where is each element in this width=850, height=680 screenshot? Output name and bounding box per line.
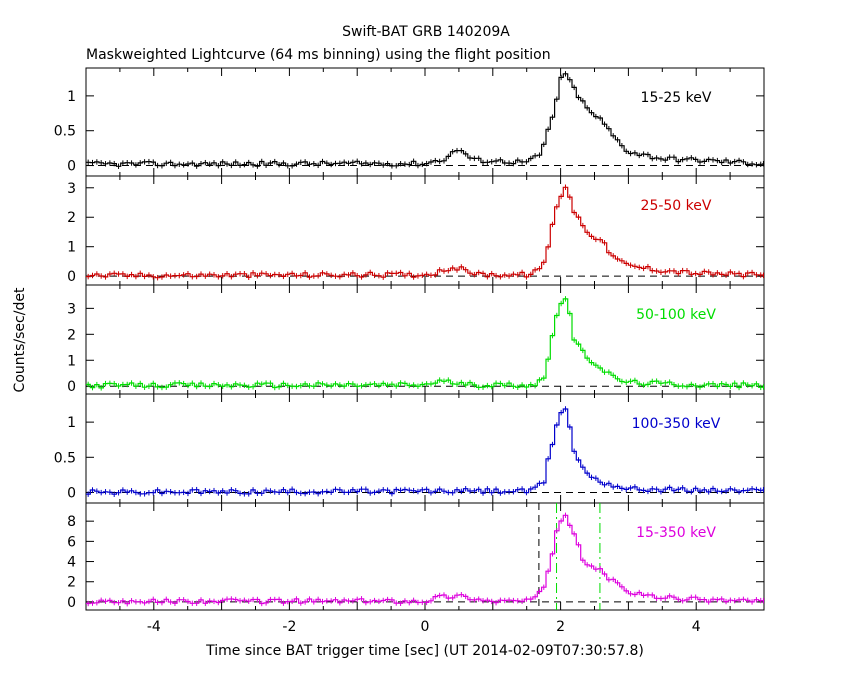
x-tick-label: -4: [147, 619, 161, 635]
y-tick-label: 0: [67, 379, 76, 395]
panel-frame: [85, 502, 765, 611]
y-tick-label: 3: [67, 181, 76, 197]
x-axis-label: Time since BAT trigger time [sec] (UT 20…: [205, 643, 644, 659]
x-tick-label: 2: [556, 619, 565, 635]
y-tick-label: 2: [67, 327, 76, 343]
band-label: 15-350 keV: [636, 525, 716, 541]
x-tick-label: 4: [692, 619, 701, 635]
panel-4: 0 2 4 6 8 15-350 keV: [67, 502, 765, 611]
y-tick-label: 2: [67, 575, 76, 591]
panel-3: 0 0.5 1 100-350 keV: [54, 393, 765, 504]
y-tick-label: 0: [67, 595, 76, 611]
lightcurve-series: [86, 298, 764, 389]
y-tick-label: 1: [67, 240, 76, 256]
y-tick-label: 1: [67, 89, 76, 105]
band-label: 100-350 keV: [632, 416, 721, 432]
panels-group: 0 0.5 1 15-25 keV 0 1 2 3 25-50 keV 0 1 2 3 50-100 ke…: [54, 67, 765, 611]
panel-2: 0 1 2 3 50-100 keV: [67, 284, 765, 395]
x-axis: -4 -2 0 2 4: [147, 619, 701, 635]
x-tick-label: -2: [282, 619, 296, 635]
y-tick-label: 0: [67, 269, 76, 285]
y-tick-label: 1: [67, 415, 76, 431]
y-tick-label: 0: [67, 159, 76, 175]
lightcurve-series: [86, 514, 764, 605]
x-tick-label: 0: [421, 619, 430, 635]
y-tick-label: 0.5: [54, 450, 76, 466]
panel-frame: [85, 67, 765, 177]
lightcurve-series: [86, 408, 764, 495]
lightcurve-series: [86, 186, 764, 279]
y-tick-label: 1: [67, 353, 76, 369]
y-axis-label: Counts/sec/det: [12, 287, 28, 392]
y-tick-label: 4: [67, 555, 76, 571]
y-tick-label: 8: [67, 514, 76, 530]
lightcurve-series: [86, 73, 764, 167]
band-label: 15-25 keV: [641, 90, 712, 106]
band-label: 25-50 keV: [641, 198, 712, 214]
band-label: 50-100 keV: [636, 307, 716, 323]
chart-subtitle: Maskweighted Lightcurve (64 ms binning) …: [86, 47, 551, 63]
chart-title: Swift-BAT GRB 140209A: [342, 24, 510, 40]
panel-0: 0 0.5 1 15-25 keV: [54, 67, 765, 177]
panel-frame: [85, 393, 765, 504]
y-tick-label: 6: [67, 534, 76, 550]
y-tick-label: 0: [67, 485, 76, 501]
panel-1: 0 1 2 3 25-50 keV: [67, 175, 765, 286]
panel-frame: [85, 284, 765, 395]
y-tick-label: 2: [67, 210, 76, 226]
panel-frame: [85, 175, 765, 286]
y-tick-label: 0.5: [54, 124, 76, 140]
y-tick-label: 3: [67, 301, 76, 317]
